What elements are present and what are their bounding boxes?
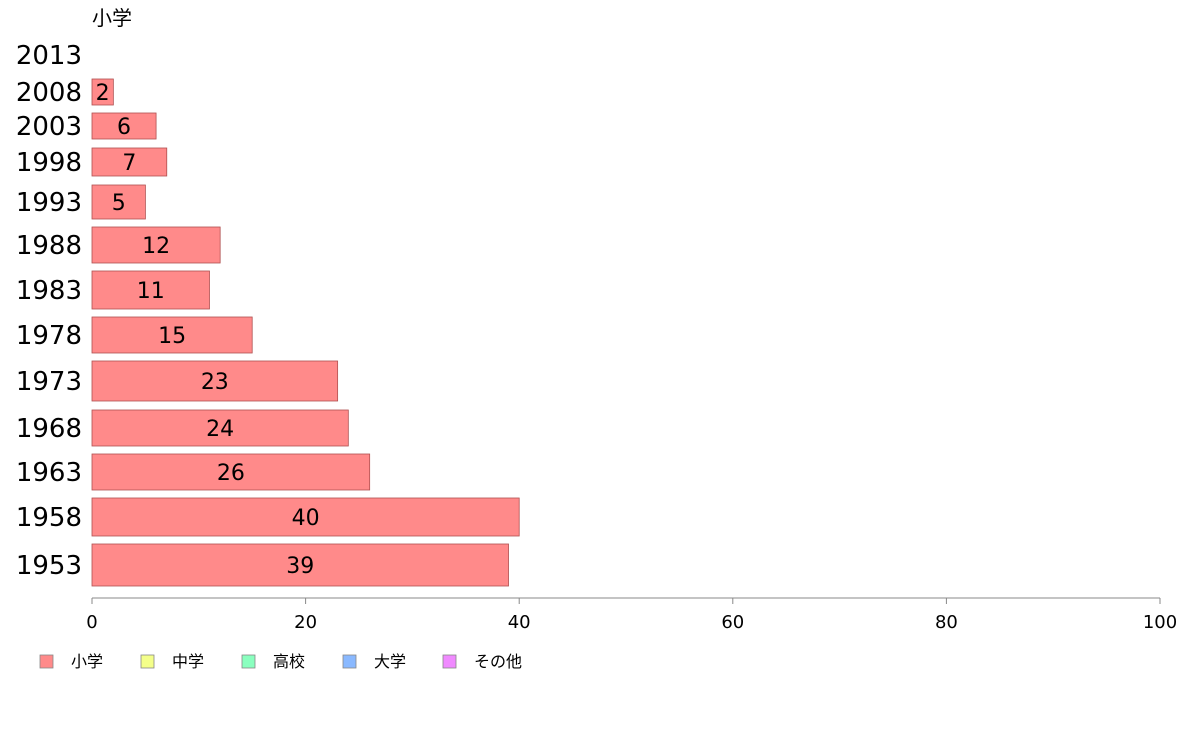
x-tick-label: 100	[1143, 612, 1177, 633]
bar-data-label: 23	[201, 370, 229, 395]
bar	[91, 409, 349, 447]
bar-data-label: 6	[117, 115, 131, 140]
bar	[91, 78, 114, 106]
bar	[91, 270, 210, 310]
bar	[91, 226, 221, 264]
legend-label: 小学	[71, 652, 103, 671]
y-tick-label: 1973	[16, 367, 82, 397]
y-tick-label: 1988	[16, 231, 82, 261]
legend-swatch	[342, 654, 357, 669]
y-tick-label: 1968	[16, 414, 82, 444]
bar	[91, 360, 339, 402]
x-tick-label: 60	[721, 612, 744, 633]
legend-item: 高校	[241, 652, 305, 671]
bar	[91, 497, 520, 537]
bar-data-label: 12	[142, 234, 170, 259]
bars-layer: 2013 2008 2 2003 6 1998 7 1993 5 1988 12 1983 11 1978…	[16, 41, 520, 587]
bar	[91, 184, 146, 220]
legend-item: 小学	[39, 652, 103, 671]
bar-data-label: 26	[217, 461, 245, 486]
legend-item: その他	[442, 652, 522, 671]
bar-data-label: 15	[158, 324, 186, 349]
x-tick-label: 80	[935, 612, 958, 633]
x-tick-label: 0	[86, 612, 97, 633]
y-tick-label: 1958	[16, 503, 82, 533]
x-tick-label: 20	[294, 612, 317, 633]
bar	[91, 453, 371, 491]
bar	[91, 112, 157, 140]
x-tick-label: 40	[508, 612, 531, 633]
x-axis: 0 20 40 60 80 100	[86, 597, 1177, 633]
legend: 小学 中学 高校 大学 その他	[39, 652, 522, 671]
legend-label: 高校	[273, 652, 305, 671]
y-tick-label: 1993	[16, 188, 82, 218]
legend-label: その他	[474, 652, 522, 671]
bar	[91, 543, 509, 587]
legend-swatch	[442, 654, 457, 669]
legend-label: 大学	[374, 652, 406, 671]
y-tick-label: 1998	[16, 148, 82, 178]
legend-item: 中学	[140, 652, 204, 671]
y-tick-label: 2008	[16, 78, 82, 108]
bar	[91, 316, 253, 354]
legend-label: 中学	[172, 652, 204, 671]
bar-data-label: 40	[292, 506, 320, 531]
y-tick-label: 2003	[16, 112, 82, 142]
y-tick-label: 1978	[16, 321, 82, 351]
bar-data-label: 2	[96, 81, 110, 106]
bar-data-label: 24	[206, 417, 234, 442]
legend-swatch	[140, 654, 155, 669]
bar-data-label: 39	[286, 554, 314, 579]
y-tick-label: 1983	[16, 276, 82, 306]
legend-swatch	[39, 654, 54, 669]
bar	[91, 147, 168, 177]
legend-item: 大学	[342, 652, 406, 671]
bar-data-label: 5	[112, 191, 126, 216]
chart-title: 小学	[92, 6, 132, 30]
bar-data-label: 11	[137, 279, 165, 304]
y-tick-label: 2013	[16, 41, 82, 71]
bar-data-label: 7	[122, 151, 136, 176]
y-tick-label: 1953	[16, 551, 82, 581]
legend-swatch	[241, 654, 256, 669]
y-tick-label: 1963	[16, 458, 82, 488]
